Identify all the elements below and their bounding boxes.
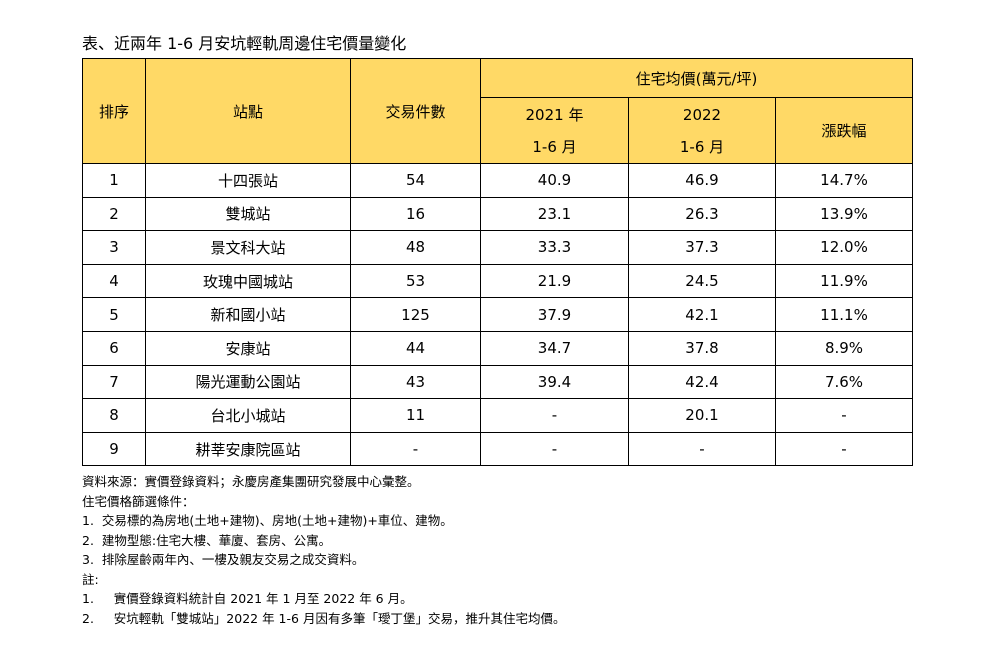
- table-cell: 4: [82, 263, 146, 299]
- table-row: 3 景文科大站 48 33.3 37.3 12.0%: [82, 230, 913, 265]
- table-cell: 37.8: [628, 330, 776, 366]
- note-line: 1. 實價登錄資料統計自 2021 年 1 月至 2022 年 6 月。: [82, 591, 413, 606]
- table-row: 5 新和國小站 125 37.9 42.1 11.1%: [82, 297, 913, 332]
- table-cell: 54: [350, 163, 481, 198]
- note-line: 3. 排除屋齡兩年內、一樓及親友交易之成交資料。: [82, 552, 365, 567]
- table-row: 9 耕莘安康院區站 - - - -: [82, 431, 913, 467]
- header-cell: 漲跌幅: [775, 97, 913, 164]
- header-cell: 排序: [82, 58, 146, 164]
- note-line: 1. 交易標的為房地(土地+建物)、房地(土地+建物)+車位、建物。: [82, 513, 453, 528]
- table-cell: 7.6%: [775, 364, 913, 400]
- note-line: 註:: [82, 571, 99, 587]
- table-cell: -: [480, 431, 629, 467]
- note-line: 住宅價格篩選條件：: [82, 493, 195, 509]
- header-cell: 站點: [145, 58, 351, 164]
- table-cell: 125: [350, 297, 481, 332]
- table-cell: 11: [350, 398, 481, 433]
- header-cell: 2022 1-6 月: [628, 97, 776, 164]
- table-cell: 7: [82, 364, 146, 400]
- table-cell: 11.9%: [775, 263, 913, 299]
- table-cell: 21.9: [480, 263, 629, 299]
- table-cell: 44: [350, 330, 481, 366]
- table-row: 8 台北小城站 11-20.1-: [82, 398, 913, 433]
- table-cell: 20.1: [628, 398, 776, 433]
- table-cell: 16: [350, 196, 481, 232]
- header-text: 2022: [682, 105, 722, 124]
- table-cell: 24.5: [628, 263, 776, 299]
- table-cell: 14.7%: [775, 163, 913, 198]
- header-cell: 2021 年 1-6 月: [480, 97, 629, 164]
- table-cell: 23.1: [480, 196, 629, 232]
- table-row: 4 玫瑰中國城站 53 21.9 24.5 11.9%: [82, 263, 913, 299]
- table-row: 6 安康站 44 34.7 37.8 8.9%: [82, 330, 913, 366]
- table-cell: 33.3: [480, 230, 629, 265]
- table-cell: 玫瑰中國城站: [145, 263, 351, 299]
- table-cell: 13.9%: [775, 196, 913, 232]
- table-cell: 6: [82, 330, 146, 366]
- table-cell: 3: [82, 230, 146, 265]
- table-cell: 42.4: [628, 364, 776, 400]
- table-cell: 安康站: [145, 330, 351, 366]
- note-line: 資料來源：實價登錄資料；永慶房產集團研究發展中心彙整。: [82, 474, 420, 489]
- table-cell: 39.4: [480, 364, 629, 400]
- table-cell: -: [628, 431, 776, 467]
- table-cell: 雙城站: [145, 196, 351, 232]
- table-cell: -: [775, 431, 913, 467]
- header-text: 1-6 月: [679, 137, 725, 156]
- table-cell: 9: [82, 431, 146, 467]
- header-row: 排序 站點 交易件數 住宅均價(萬元/坪): [82, 58, 913, 164]
- table-cell: 48: [350, 230, 481, 265]
- table-cell: 26.3: [628, 196, 776, 232]
- table-cell: 12.0%: [775, 230, 913, 265]
- table-cell: 耕莘安康院區站: [145, 431, 351, 467]
- header-cell: 住宅均價(萬元/坪): [480, 58, 913, 98]
- table-cell: -: [480, 398, 629, 433]
- table-cell: 8.9%: [775, 330, 913, 366]
- table-cell: 陽光運動公園站: [145, 364, 351, 400]
- table-cell: 新和國小站: [145, 297, 351, 332]
- table-cell: 40.9: [480, 163, 629, 198]
- table-cell: 43: [350, 364, 481, 400]
- header-cell: 交易件數: [350, 58, 481, 164]
- table-cell: 5: [82, 297, 146, 332]
- table-row: 2 雙城站 16 23.1 26.3 13.9%: [82, 196, 913, 232]
- table-cell: 46.9: [628, 163, 776, 198]
- table-body: 1 十四張站 54 40.9 46.9 14.7% 2 雙城站 16 23.1 26.3 13.9% 3…: [82, 163, 913, 467]
- table-cell: -: [775, 398, 913, 433]
- header-text: 1-6 月: [532, 137, 577, 156]
- table-cell: 景文科大站: [145, 230, 351, 265]
- table-cell: -: [350, 431, 481, 467]
- table-row: 1 十四張站 54 40.9 46.9 14.7%: [82, 163, 913, 198]
- note-line: 2. 建物型態:住宅大樓、華廈、套房、公寓。: [82, 532, 332, 548]
- table-cell: 2: [82, 196, 146, 232]
- table-cell: 1: [82, 163, 146, 198]
- header-row: 2021 年 1-6 月 2022 1-6 月 漲跌幅: [83, 97, 913, 164]
- table-cell: 53: [350, 263, 481, 299]
- table-cell: 37.9: [480, 297, 629, 332]
- note-line: 2. 安坑輕軌「雙城站」2022 年 1-6 月因有多筆「璦丁堡」交易，推升其住…: [82, 610, 566, 626]
- header-text: 2021 年: [525, 105, 584, 124]
- table-cell: 42.1: [628, 297, 776, 332]
- table-title: 表、近兩年 1-6 月安坑輕軌周邊住宅價量變化: [82, 34, 407, 53]
- notes: 資料來源：實價登錄資料；永慶房產集團研究發展中心彙整。 住宅價格篩選條件： 1. 交…: [82, 472, 565, 628]
- table-header: 排序 站點 交易件數 住宅均價(萬元/坪) 2021 年 1-6 月 2022 1-…: [82, 58, 913, 164]
- table-cell: 台北小城站: [145, 398, 351, 433]
- table-cell: 11.1%: [775, 297, 913, 332]
- table-cell: 十四張站: [145, 163, 351, 198]
- price-table: 排序 站點 交易件數 住宅均價(萬元/坪) 2021 年 1-6 月 2022 1-…: [82, 58, 913, 467]
- table-cell: 37.3: [628, 230, 776, 265]
- table-cell: 8: [82, 398, 146, 433]
- table-cell: 34.7: [480, 330, 629, 366]
- table-row: 7 陽光運動公園站 43 39.4 42.4 7.6%: [82, 364, 913, 400]
